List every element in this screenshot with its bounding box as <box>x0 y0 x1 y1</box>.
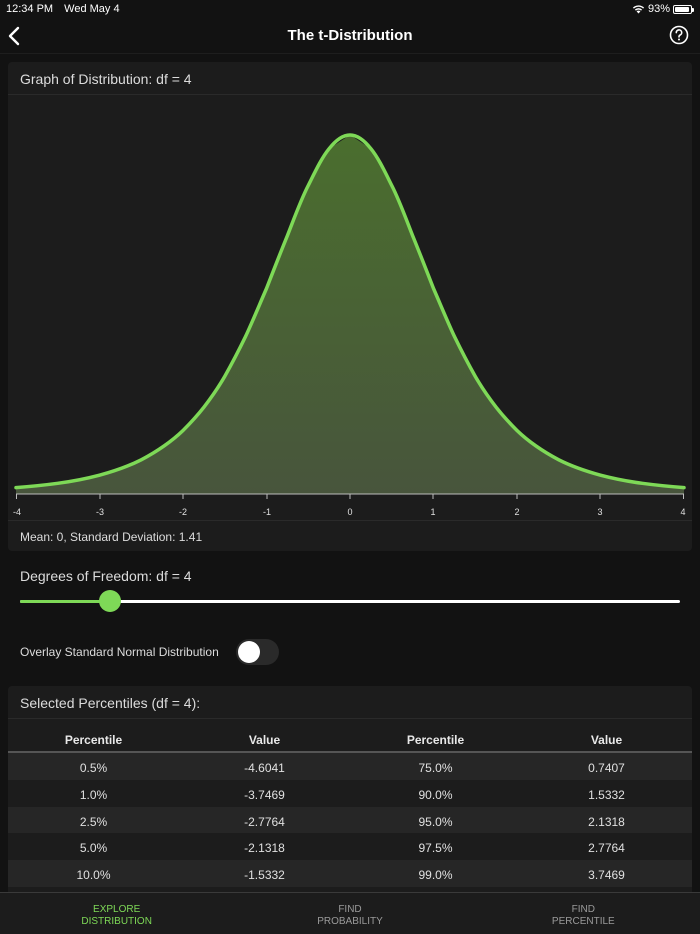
percentiles-title: Selected Percentiles (df = 4): <box>8 686 692 719</box>
x-tick-label: -4 <box>13 507 21 517</box>
column-header: Value <box>590 733 623 747</box>
tab-label-line2: PROBABILITY <box>317 916 383 927</box>
table-cell: 10.0% <box>76 868 111 883</box>
tab-find-percentile[interactable]: FIND PERCENTILE <box>467 893 700 934</box>
table-cell: 2.1318 <box>588 814 625 829</box>
x-tick-label: -2 <box>179 507 187 517</box>
toggle-knob <box>238 641 260 663</box>
x-tick-label: 1 <box>430 507 435 517</box>
tab-label-line1: FIND <box>338 904 362 915</box>
column-header: Percentile <box>64 733 123 747</box>
curve-area <box>16 135 684 494</box>
graph-title: Graph of Distribution: df = 4 <box>8 62 692 95</box>
x-tick-label: -3 <box>96 507 104 517</box>
status-left: 12:34 PM Wed May 4 <box>6 3 128 15</box>
table-cell: 90.0% <box>418 787 453 802</box>
status-bar: 12:34 PM Wed May 4 93% <box>0 0 700 18</box>
x-tick-label: 3 <box>597 507 602 517</box>
table-header: Percentile Value Percentile Value <box>8 720 692 753</box>
status-time: 12:34 PM <box>6 3 54 15</box>
battery-icon <box>673 4 694 14</box>
tab-find-probability[interactable]: FIND PROBABILITY <box>233 893 466 934</box>
slider-thumb[interactable] <box>99 590 121 612</box>
density-curve <box>14 133 686 490</box>
table-cell: 75.0% <box>418 761 453 775</box>
column-header: Percentile <box>406 733 465 747</box>
x-axis: -4 -3 -2 -1 0 1 2 3 4 <box>13 493 686 517</box>
navigation-bar: The t-Distribution <box>0 18 700 54</box>
df-slider[interactable] <box>20 590 680 612</box>
table-cell: -2.1318 <box>244 841 285 856</box>
table-cell: 0.5% <box>79 761 108 775</box>
table-cell: 0.7407 <box>588 761 625 775</box>
x-tick-label: 0 <box>347 507 352 517</box>
help-button[interactable] <box>669 25 689 45</box>
table-cell: 1.0% <box>79 787 108 802</box>
x-tick-label: 2 <box>514 507 519 517</box>
table-cell: 3.7469 <box>588 868 625 883</box>
table-row: 10.0% -1.5332 99.0% 3.7469 <box>8 860 692 887</box>
table-cell: 5.0% <box>79 841 108 856</box>
table-cell: 2.7764 <box>588 841 625 856</box>
battery-percent: 93% <box>647 3 670 15</box>
chevron-left-icon <box>8 26 20 46</box>
table-row: 0.5% -4.6041 75.0% 0.7407 <box>8 753 692 780</box>
back-button[interactable] <box>6 24 26 48</box>
graph-summary: Mean: 0, Standard Deviation: 1.41 <box>8 520 692 551</box>
distribution-chart: -4 -3 -2 -1 0 1 2 3 4 <box>13 133 686 517</box>
tab-label-line2: PERCENTILE <box>551 916 615 927</box>
status-date: Wed May 4 <box>64 3 120 15</box>
x-tick-label: 4 <box>680 507 685 517</box>
table-cell: 1.5332 <box>588 787 625 802</box>
x-tick-label: -1 <box>263 507 271 517</box>
tab-label-line2: DISTRIBUTION <box>81 916 152 927</box>
status-right: 93% <box>632 3 694 15</box>
table-row: 1.0% -3.7469 90.0% 1.5332 <box>8 779 692 807</box>
column-header: Value <box>248 733 281 747</box>
table-cell: -2.7764 <box>244 814 285 829</box>
table-cell: -3.7469 <box>244 787 285 802</box>
percentiles-panel: Selected Percentiles (df = 4): Percentil… <box>8 686 692 896</box>
graph-panel: Graph of Distribution: df = 4 -4 -3 -2 -… <box>8 62 692 551</box>
table-cell: 99.0% <box>418 868 453 883</box>
tab-bar: EXPLORE DISTRIBUTION FIND PROBABILITY FI… <box>0 892 700 934</box>
table-row: 2.5% -2.7764 95.0% 2.1318 <box>8 806 692 834</box>
table-cell: 2.5% <box>79 814 108 829</box>
table-row: 5.0% -2.1318 97.5% 2.7764 <box>8 833 692 861</box>
overlay-normal-label: Overlay Standard Normal Distribution <box>20 645 219 659</box>
page-title: The t-Distribution <box>287 27 413 44</box>
table-cell: 97.5% <box>418 841 453 856</box>
slider-fill <box>20 600 110 603</box>
table-cell: -4.6041 <box>244 761 285 775</box>
tab-label-line1: EXPLORE <box>93 904 141 915</box>
tab-explore-distribution[interactable]: EXPLORE DISTRIBUTION <box>0 893 233 934</box>
tab-label-line1: FIND <box>571 904 595 915</box>
overlay-normal-toggle[interactable] <box>236 639 279 665</box>
slider-track <box>20 600 680 603</box>
question-circle-icon <box>669 25 689 45</box>
wifi-icon <box>632 5 645 14</box>
table-body: 0.5% -4.6041 75.0% 0.7407 1.0% -3.7469 9… <box>8 753 692 887</box>
table-cell: -1.5332 <box>244 868 285 883</box>
df-label: Degrees of Freedom: df = 4 <box>20 568 192 584</box>
table-cell: 95.0% <box>418 814 453 829</box>
